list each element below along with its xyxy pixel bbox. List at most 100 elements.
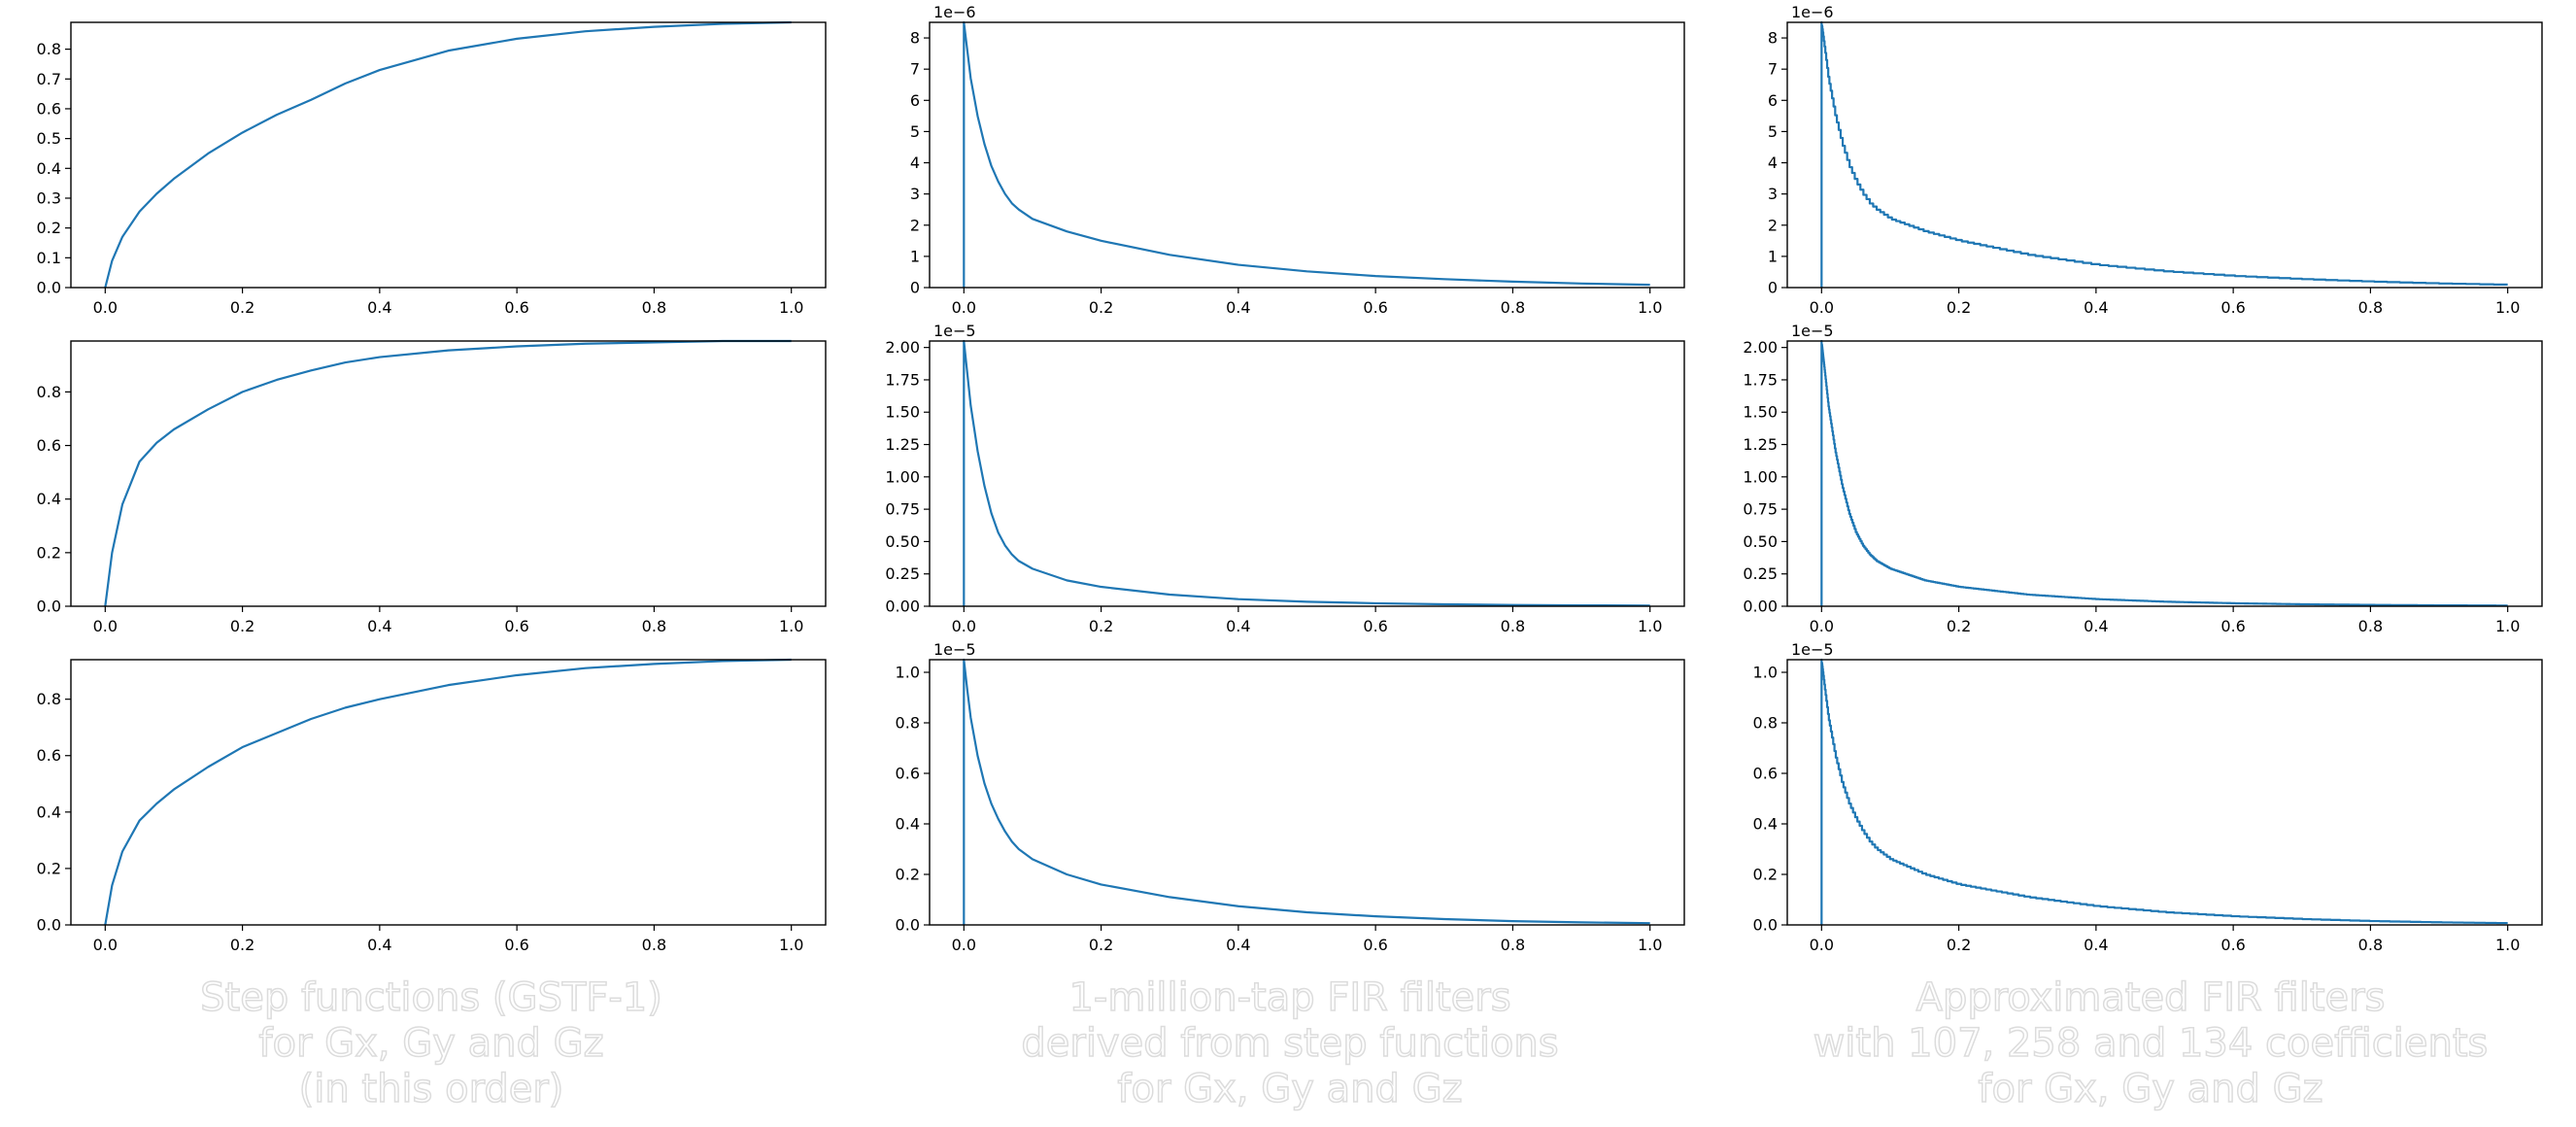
y-tick-label: 0.6 xyxy=(1753,765,1778,783)
caption-approximated-fir: Approximated FIR filters with 107, 258 a… xyxy=(1813,974,2489,1112)
y-tick-label: 0.75 xyxy=(1743,500,1778,519)
y-tick-label: 0.2 xyxy=(37,219,61,237)
x-tick-label: 0.8 xyxy=(1501,936,1525,954)
y-offset-label: 1e−5 xyxy=(1791,322,1834,340)
x-tick-label: 0.0 xyxy=(1810,298,1834,317)
x-tick-label: 0.8 xyxy=(2358,298,2383,317)
x-tick-label: 1.0 xyxy=(1638,298,1662,317)
y-tick-label: 2 xyxy=(910,216,920,234)
y-tick-label: 0.2 xyxy=(37,543,61,562)
x-tick-label: 0.8 xyxy=(642,936,666,954)
x-tick-label: 0.6 xyxy=(2220,936,2245,954)
y-tick-label: 0.7 xyxy=(37,70,61,88)
x-tick-label: 0.0 xyxy=(93,936,118,954)
y-tick-label: 0.75 xyxy=(885,500,920,519)
y-offset-label: 1e−6 xyxy=(933,3,976,21)
x-tick-label: 0.0 xyxy=(93,617,118,635)
x-tick-label: 0.4 xyxy=(2084,617,2108,635)
y-tick-label: 3 xyxy=(1768,185,1778,203)
subplot-fir-gx: 0.0 0.2 0.4 0.6 0.8 1.0 0 1 2 3 4 5 6 7 8 1e−6 xyxy=(910,3,1685,317)
x-tick-label: 0.8 xyxy=(1501,298,1525,317)
x-tick-label: 1.0 xyxy=(1638,936,1662,954)
y-tick-label: 0.2 xyxy=(1753,866,1778,884)
y-tick-label: 0.6 xyxy=(896,765,920,783)
y-tick-label: 1.0 xyxy=(896,664,920,682)
x-tick-label: 1.0 xyxy=(779,936,803,954)
x-tick-label: 0.8 xyxy=(642,298,666,317)
y-tick-label: 2 xyxy=(1768,216,1778,234)
y-tick-label: 1.75 xyxy=(1743,370,1778,389)
y-offset-label: 1e−5 xyxy=(1791,640,1834,659)
y-tick-label: 1.50 xyxy=(885,403,920,422)
axes-frame xyxy=(929,340,1685,607)
y-tick-label: 2.00 xyxy=(1743,338,1778,357)
y-tick-label: 0.4 xyxy=(896,815,920,834)
x-tick-label: 0.0 xyxy=(952,936,976,954)
y-tick-label: 0.0 xyxy=(37,598,61,616)
y-tick-label: 0.8 xyxy=(37,40,61,58)
y-tick-label: 1.00 xyxy=(1743,467,1778,486)
y-tick-label: 3 xyxy=(910,185,920,203)
subplot-approx-gy: 0.0 0.2 0.4 0.6 0.8 1.0 0.00 0.25 0.50 0.75 1.00 1.… xyxy=(1743,322,2543,635)
y-tick-label: 0.0 xyxy=(37,916,61,935)
y-tick-label: 1.75 xyxy=(885,370,920,389)
x-tick-label: 0.2 xyxy=(1089,936,1113,954)
subplot-step-gx: 0.0 0.2 0.4 0.6 0.8 1.0 0.0 0.1 0.2 0.3 0.4 0.5 0.6 0… xyxy=(37,20,827,317)
x-tick-label: 0.2 xyxy=(1947,617,1971,635)
x-tick-label: 0.0 xyxy=(1810,936,1834,954)
y-offset-label: 1e−5 xyxy=(933,640,976,659)
y-tick-label: 0.8 xyxy=(37,690,61,708)
axes-frame xyxy=(929,21,1685,289)
x-tick-label: 0.6 xyxy=(504,617,528,635)
series-line xyxy=(1820,20,2508,288)
x-tick-label: 0.6 xyxy=(2220,298,2245,317)
y-tick-label: 4 xyxy=(1768,154,1778,172)
y-tick-label: 6 xyxy=(1768,91,1778,110)
caption-million-tap-fir: 1-million-tap FIR filters derived from s… xyxy=(1021,974,1560,1112)
x-tick-label: 1.0 xyxy=(779,617,803,635)
y-tick-label: 8 xyxy=(910,29,920,48)
y-tick-label: 0.5 xyxy=(37,129,61,148)
x-tick-label: 0.2 xyxy=(1089,298,1113,317)
x-tick-label: 0.4 xyxy=(2084,936,2108,954)
x-tick-label: 0.2 xyxy=(230,936,254,954)
series-line xyxy=(963,20,1650,288)
series-line xyxy=(963,658,1650,925)
y-tick-label: 0.4 xyxy=(1753,815,1778,834)
x-tick-label: 0.6 xyxy=(504,936,528,954)
y-tick-label: 0.0 xyxy=(896,916,920,935)
y-tick-label: 1.25 xyxy=(885,435,920,454)
x-tick-label: 0.2 xyxy=(1947,298,1971,317)
x-tick-label: 0.4 xyxy=(367,936,391,954)
y-tick-label: 0.50 xyxy=(885,532,920,551)
y-tick-label: 0.6 xyxy=(37,99,61,118)
x-tick-label: 0.0 xyxy=(952,617,976,635)
series-line xyxy=(104,339,792,607)
y-tick-label: 0.6 xyxy=(37,746,61,765)
subplot-fir-gz: 0.0 0.2 0.4 0.6 0.8 1.0 0.0 0.2 0.4 0.6 0.8 1.0 1e−5 xyxy=(896,640,1685,954)
x-tick-label: 0.8 xyxy=(2358,617,2383,635)
y-tick-label: 4 xyxy=(910,154,920,172)
y-tick-label: 8 xyxy=(1768,29,1778,48)
axes-frame xyxy=(70,21,827,289)
y-tick-label: 0 xyxy=(1768,279,1778,297)
subplot-approx-gx: 0.0 0.2 0.4 0.6 0.8 1.0 0 1 2 3 4 5 6 7 8 1e−6 xyxy=(1768,3,2543,317)
x-tick-label: 0.2 xyxy=(230,617,254,635)
y-tick-label: 5 xyxy=(910,122,920,141)
x-tick-label: 0.2 xyxy=(1947,936,1971,954)
x-tick-label: 0.8 xyxy=(1501,617,1525,635)
y-tick-label: 1.50 xyxy=(1743,403,1778,422)
y-tick-label: 0.50 xyxy=(1743,532,1778,551)
x-tick-label: 0.6 xyxy=(1363,617,1387,635)
axes-frame xyxy=(70,659,827,926)
y-tick-label: 0.2 xyxy=(896,866,920,884)
axes-frame xyxy=(929,659,1685,926)
x-tick-label: 0.6 xyxy=(504,298,528,317)
y-tick-label: 0.0 xyxy=(37,279,61,297)
x-tick-label: 0.0 xyxy=(93,298,118,317)
x-tick-label: 0.4 xyxy=(1226,298,1250,317)
y-tick-label: 0.0 xyxy=(1753,916,1778,935)
y-tick-label: 0.6 xyxy=(37,436,61,455)
x-tick-label: 1.0 xyxy=(2495,936,2520,954)
